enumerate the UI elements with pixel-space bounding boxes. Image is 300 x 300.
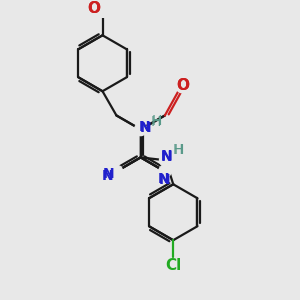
Text: O: O <box>88 1 100 16</box>
Text: O: O <box>176 78 189 93</box>
Text: O: O <box>176 78 189 93</box>
Circle shape <box>176 79 190 93</box>
Text: N: N <box>139 120 151 134</box>
Text: H: H <box>173 143 183 158</box>
Text: N: N <box>103 167 114 181</box>
Text: N: N <box>140 121 152 135</box>
Circle shape <box>110 165 123 178</box>
Circle shape <box>160 154 172 167</box>
Text: N: N <box>161 150 173 164</box>
Text: N: N <box>102 169 114 183</box>
Text: H: H <box>152 113 162 128</box>
Text: Cl: Cl <box>165 258 181 273</box>
Circle shape <box>134 123 147 136</box>
Circle shape <box>159 165 171 178</box>
Text: N: N <box>158 173 170 187</box>
Text: N: N <box>161 149 173 163</box>
Text: N: N <box>158 172 169 186</box>
Text: H: H <box>174 143 184 157</box>
Text: H: H <box>151 116 161 130</box>
Circle shape <box>87 2 101 16</box>
Text: O: O <box>88 1 100 16</box>
